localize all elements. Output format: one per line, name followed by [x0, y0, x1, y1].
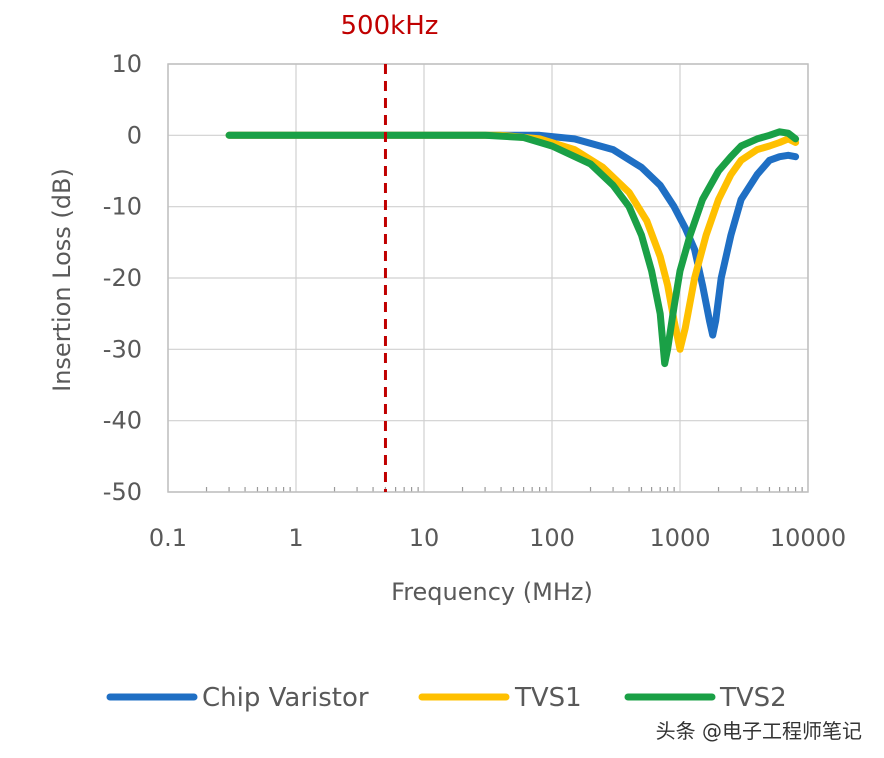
y-tick-labels: 10 0 -10 -20 -30 -40 -50	[103, 50, 142, 506]
y-tick-label: -10	[103, 193, 142, 221]
y-tick-label: 10	[111, 50, 142, 78]
frequency-marker: 500kHz	[341, 11, 439, 492]
marker-500khz-label: 500kHz	[341, 11, 439, 41]
x-axis-title: Frequency (MHz)	[391, 578, 593, 606]
series-line-chip-varistor	[225, 131, 800, 339]
legend-label-tvs2: TVS2	[719, 683, 787, 713]
y-tick-label: -50	[103, 478, 142, 506]
x-tick-label: 10	[409, 524, 440, 552]
watermark-text: 头条 @电子工程师笔记	[656, 719, 862, 743]
grid	[167, 63, 809, 493]
y-axis-title: Insertion Loss (dB)	[48, 168, 76, 392]
plot-area	[167, 63, 809, 493]
y-tick-label: -40	[103, 407, 142, 435]
legend-label-chip-varistor: Chip Varistor	[202, 683, 369, 713]
legend: Chip Varistor TVS1 TVS2	[106, 683, 787, 713]
x-tick-labels: 0.1 1 10 100 1000 10000	[149, 524, 846, 552]
x-tick-label: 10000	[770, 524, 846, 552]
y-tick-label: -30	[103, 335, 142, 363]
x-tick-label: 1000	[649, 524, 710, 552]
legend-label-tvs1: TVS1	[514, 683, 582, 713]
x-tick-label: 0.1	[149, 524, 187, 552]
y-tick-label: 0	[127, 121, 142, 149]
series-line-tvs1	[225, 131, 800, 353]
series-line-tvs2	[225, 128, 800, 368]
y-tick-label: -20	[103, 264, 142, 292]
x-tick-label: 1	[288, 524, 303, 552]
x-tick-label: 100	[529, 524, 575, 552]
series-lines	[225, 128, 800, 368]
